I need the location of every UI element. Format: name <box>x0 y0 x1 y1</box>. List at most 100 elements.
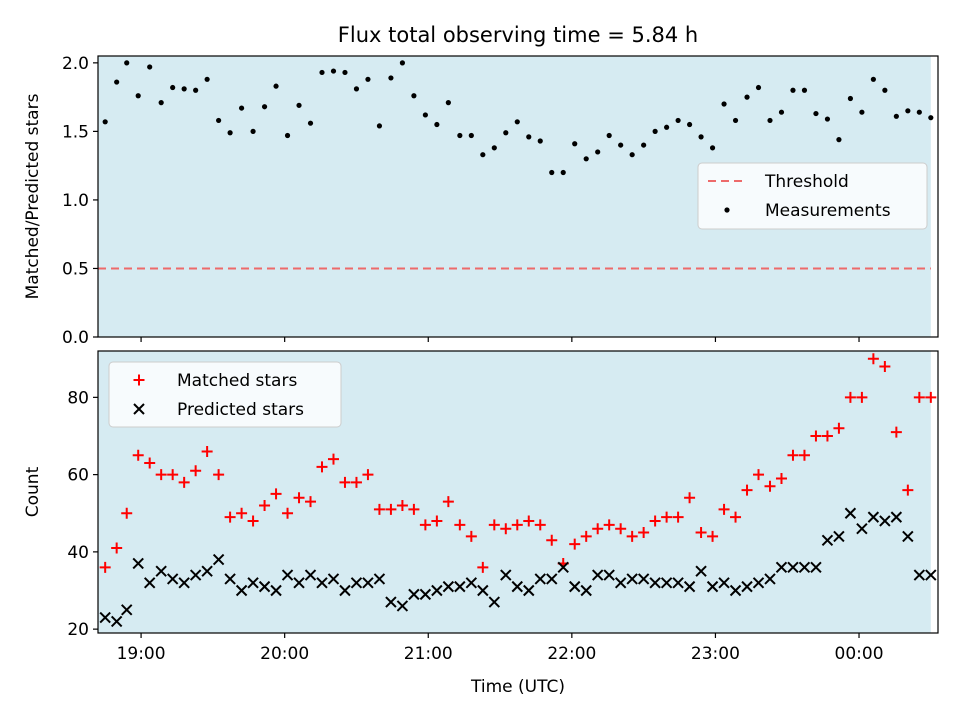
measurement-point <box>307 120 314 126</box>
matched-stars-point <box>603 519 615 531</box>
predicted-stars-point <box>465 577 478 589</box>
measurement-point <box>468 132 474 139</box>
matched-stars-point <box>305 496 317 508</box>
matched-stars-point <box>408 503 420 515</box>
x-tick-label: 23:00 <box>691 644 740 664</box>
x-tick-label: 21:00 <box>404 644 453 664</box>
matched-stars-point <box>488 519 500 531</box>
measurement-point <box>319 69 325 76</box>
predicted-stars-point <box>764 573 776 585</box>
predicted-stars-point <box>247 577 259 589</box>
measurement-point <box>388 75 394 81</box>
measurement-point <box>721 101 727 107</box>
measurement-point <box>399 60 406 66</box>
measurement-point <box>147 64 153 70</box>
measurement-point <box>422 112 428 118</box>
x-tick-label: 20:00 <box>260 644 309 664</box>
measurement-point <box>296 102 302 108</box>
measurement-point <box>744 94 750 100</box>
matched-stars-point <box>442 496 454 508</box>
measurement-point <box>767 117 773 124</box>
measurement-point <box>491 145 497 151</box>
matched-stars-point <box>833 422 845 434</box>
matched-stars-point <box>615 523 627 535</box>
predicted-stars-point <box>132 557 144 570</box>
predicted-stars-point <box>362 577 374 589</box>
legend-matched-label: Matched stars <box>177 371 297 391</box>
measurement-point <box>284 132 291 139</box>
measurement-point <box>790 87 796 93</box>
matched-stars-point <box>775 472 787 484</box>
measurement-point <box>238 105 245 111</box>
measurement-point <box>135 93 141 99</box>
y-tick-label: 40 <box>67 543 89 563</box>
matched-stars-point <box>454 519 466 531</box>
predicted-stars-point <box>488 596 501 608</box>
matched-stars-point <box>580 530 592 542</box>
matched-stars-point <box>259 500 271 512</box>
predicted-stars-point <box>477 584 489 597</box>
predicted-stars-point <box>431 584 443 597</box>
legend-matched-swatch <box>133 374 145 386</box>
legend-threshold-label: Threshold <box>764 172 849 192</box>
measurement-point <box>882 87 888 93</box>
measurement-point <box>376 123 383 129</box>
matched-stars-point <box>132 449 144 461</box>
y-axis-label: Matched/Predicted stars <box>23 93 43 299</box>
predicted-stars-point <box>121 604 133 616</box>
measurement-point <box>916 109 922 115</box>
measurement-point <box>342 69 348 76</box>
measurement-point <box>503 130 509 136</box>
matched-stars-point <box>419 519 431 531</box>
matched-stars-point <box>867 353 879 365</box>
y-tick-label: 2.0 <box>62 54 89 74</box>
measurement-point <box>847 95 854 102</box>
measurement-point <box>675 117 681 124</box>
predicted-stars-point <box>729 584 742 597</box>
matched-stars-point <box>465 530 477 542</box>
y-tick-label: 0.0 <box>62 328 89 348</box>
series-measurements <box>102 60 934 176</box>
matched-stars-point <box>844 391 856 403</box>
matched-stars-point <box>477 561 489 573</box>
matched-stars-point <box>890 426 902 438</box>
predicted-stars-point <box>396 600 409 612</box>
predicted-stars-point <box>867 511 880 523</box>
measurement-point <box>709 145 716 151</box>
matched-stars-point <box>190 465 202 477</box>
measurement-point <box>641 142 647 148</box>
predicted-stars-point <box>925 569 937 581</box>
matched-stars-point <box>569 538 581 550</box>
y-tick-label: 1.0 <box>62 191 89 211</box>
matched-stars-point <box>373 503 385 515</box>
measurement-point <box>250 128 256 134</box>
measurement-point <box>824 116 831 122</box>
predicted-stars-point <box>316 577 328 589</box>
predicted-stars-point <box>155 565 167 577</box>
y-axis-label: Count <box>23 466 43 517</box>
measurement-point <box>549 169 555 176</box>
measurement-point <box>537 138 543 144</box>
matched-stars-point <box>661 511 673 523</box>
predicted-stars-point <box>212 553 225 566</box>
predicted-stars-point <box>787 561 799 574</box>
matched-stars-point <box>741 484 753 496</box>
measurement-point <box>583 156 589 162</box>
predicted-stars-point <box>166 573 179 585</box>
predicted-stars-point <box>821 534 834 546</box>
predicted-stars-point <box>546 573 558 585</box>
predicted-stars-point <box>442 580 455 593</box>
legend-top: Threshold Measurements <box>697 162 928 230</box>
matched-stars-point <box>201 445 213 457</box>
predicted-stars-point <box>660 577 673 589</box>
x-tick-label: 19:00 <box>117 644 166 664</box>
matched-stars-point <box>121 507 133 519</box>
measurement-point <box>606 132 612 139</box>
matched-stars-point <box>695 527 707 539</box>
predicted-stars-point <box>798 561 811 574</box>
predicted-stars-point <box>913 569 926 581</box>
chart-title: Flux total observing time = 5.84 h <box>338 23 698 47</box>
matched-stars-point <box>213 469 225 481</box>
measurement-point <box>778 109 785 115</box>
matched-stars-point <box>270 488 282 500</box>
